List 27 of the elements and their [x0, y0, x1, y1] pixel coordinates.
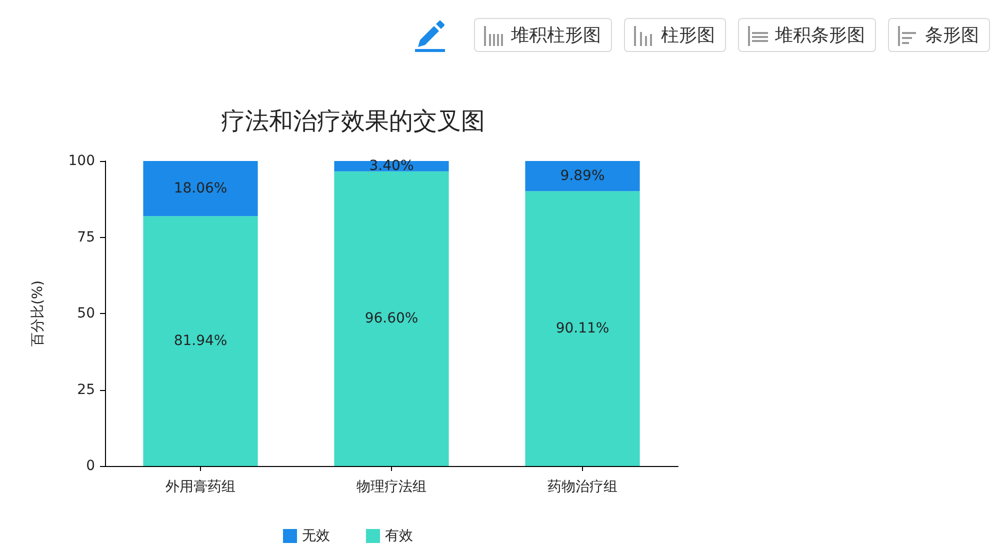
data-label: 3.40% — [369, 158, 414, 174]
chart-title: 疗法和治疗效果的交叉图 — [221, 107, 485, 135]
bar — [525, 161, 640, 192]
legend-label: 有效 — [385, 528, 413, 544]
bar — [525, 191, 640, 466]
data-label: 9.89% — [560, 168, 605, 184]
bar — [143, 216, 258, 466]
x-tick-label: 外用膏药组 — [166, 479, 236, 495]
data-label: 96.60% — [364, 310, 418, 327]
bar — [334, 171, 449, 466]
chart-type-button: 条形图 — [888, 18, 990, 52]
data-label: 90.11% — [556, 320, 610, 337]
x-tick-label: 物理疗法组 — [356, 479, 426, 495]
legend-label: 无效 — [302, 528, 330, 544]
bar — [143, 161, 258, 216]
y-tick-label: 75 — [77, 229, 95, 246]
y-axis-title: 百分比(%) — [30, 280, 46, 347]
y-tick-label: 25 — [77, 382, 95, 398]
data-label: 81.94% — [174, 333, 228, 350]
x-tick-label: 药物治疗组 — [548, 479, 618, 495]
y-tick-label: 0 — [86, 458, 95, 474]
data-label: 18.06% — [174, 180, 228, 197]
y-tick-label: 100 — [68, 153, 95, 169]
chart-type-button: 柱形图 — [624, 18, 726, 52]
y-tick-label: 50 — [77, 306, 95, 322]
chart-type-button: 堆积条形图 — [738, 18, 876, 52]
chart-type-button: 堆积柱形图 — [474, 18, 612, 52]
